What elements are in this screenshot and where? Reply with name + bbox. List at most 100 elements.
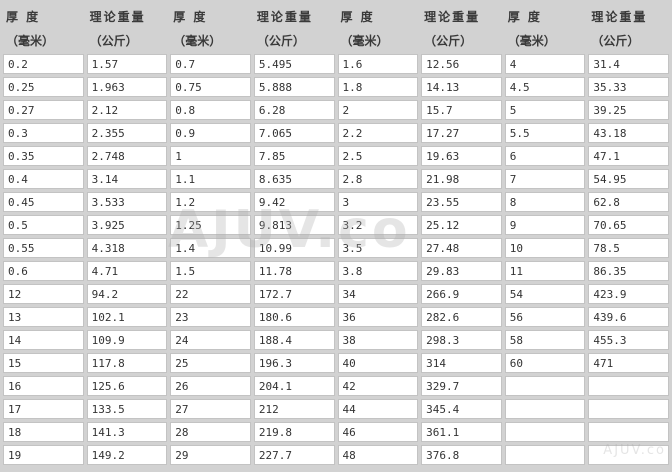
thickness-cell: 0.7 [170,54,251,74]
thickness-cell: 48 [337,445,419,465]
table-row: 0.6 4.71 1.5 11.78 3.8 29.83 11 86.35 [3,261,669,281]
column-header-thickness: 厚 度 （毫米） [338,3,419,51]
thickness-cell: 1.6 [337,54,419,74]
column-header-unit: （公斤） [89,34,138,48]
thickness-cell: 0.75 [170,77,251,97]
weight-cell: 43.18 [588,123,669,143]
thickness-cell: 0.27 [3,100,84,120]
thickness-cell: 3.8 [337,261,419,281]
thickness-cell: 0.55 [3,238,84,258]
weight-cell: 423.9 [588,284,669,304]
column-header-label: 厚 度 [340,10,375,24]
thickness-cell: 42 [337,376,419,396]
weight-cell: 227.7 [253,445,335,465]
table-row: 0.5 3.925 1.25 9.813 3.2 25.12 9 70.65 [3,215,669,235]
thickness-cell: 22 [170,284,251,304]
thickness-cell: 1.1 [170,169,251,189]
thickness-cell: 3.5 [337,238,419,258]
thickness-cell: 58 [504,330,586,350]
thickness-cell: 0.4 [3,169,84,189]
weight-cell: 19.63 [421,146,502,166]
column-header-label: 理论重量 [424,10,481,24]
table-row: 0.3 2.355 0.9 7.065 2.2 17.27 5.5 43.18 [3,123,669,143]
thickness-cell: 5 [504,100,586,120]
thickness-cell: 24 [170,330,251,350]
column-header-label: 理论重量 [89,10,146,24]
weight-cell: 3.14 [86,169,168,189]
weight-cell: 29.83 [421,261,502,281]
weight-cell: 102.1 [86,307,168,327]
thickness-cell: 11 [504,261,586,281]
column-header-unit: （公斤） [256,34,305,48]
thickness-cell: 44 [337,399,419,419]
thickness-cell: 4 [504,54,586,74]
table-row: 18 141.3 28 219.8 46 361.1 [3,422,669,442]
weight-cell: 298.3 [421,330,502,350]
weight-cell: 1.57 [86,54,168,74]
thickness-cell: 56 [504,307,586,327]
thickness-cell: 40 [337,353,419,373]
weight-cell: 5.888 [253,77,335,97]
thickness-cell: 1.2 [170,192,251,212]
weight-cell: 94.2 [86,284,168,304]
thickness-cell: 0.9 [170,123,251,143]
thickness-cell: 2 [337,100,419,120]
table-row: 15 117.8 25 196.3 40 314 60 471 [3,353,669,373]
weight-cell [588,445,669,465]
weight-cell: 345.4 [421,399,502,419]
weight-cell: 2.355 [86,123,168,143]
weight-cell: 78.5 [588,238,669,258]
weight-cell: 31.4 [588,54,669,74]
thickness-cell: 7 [504,169,586,189]
weight-cell: 27.48 [421,238,502,258]
table-row: 13 102.1 23 180.6 36 282.6 56 439.6 [3,307,669,327]
thickness-cell [504,445,586,465]
weight-cell: 282.6 [421,307,502,327]
column-header-thickness: 厚 度 （毫米） [505,3,586,51]
weight-cell: 141.3 [86,422,168,442]
column-header-label: 厚 度 [6,10,41,24]
weight-cell: 2.12 [86,100,168,120]
weight-cell: 219.8 [253,422,335,442]
thickness-cell: 15 [3,353,84,373]
table-row: 19 149.2 29 227.7 48 376.8 [3,445,669,465]
weight-cell: 54.95 [588,169,669,189]
table-row: 14 109.9 24 188.4 38 298.3 58 455.3 [3,330,669,350]
table-header: 厚 度 （毫米） 理论重量 （公斤） 厚 度 （毫米） 理论重量 （公斤） 厚 度 （毫米） 理论重… [3,3,669,51]
column-header-weight: 理论重量 （公斤） [588,3,669,51]
weight-cell: 39.25 [588,100,669,120]
weight-cell: 4.71 [86,261,168,281]
thickness-cell: 9 [504,215,586,235]
weight-cell: 3.925 [86,215,168,235]
table-row: 0.4 3.14 1.1 8.635 2.8 21.98 7 54.95 [3,169,669,189]
thickness-cell: 18 [3,422,84,442]
thickness-cell: 0.2 [3,54,84,74]
weight-cell [588,376,669,396]
weight-cell [588,399,669,419]
weight-cell: 1.963 [86,77,168,97]
weight-cell [588,422,669,442]
weight-cell: 172.7 [253,284,335,304]
thickness-cell: 2.5 [337,146,419,166]
weight-cell: 15.7 [421,100,502,120]
table-row: 12 94.2 22 172.7 34 266.9 54 423.9 [3,284,669,304]
weight-cell: 6.28 [253,100,335,120]
weight-cell: 86.35 [588,261,669,281]
thickness-cell: 38 [337,330,419,350]
weight-cell: 180.6 [253,307,335,327]
column-header-weight: 理论重量 （公斤） [87,3,168,51]
thickness-cell: 3 [337,192,419,212]
weight-cell: 25.12 [421,215,502,235]
thickness-cell: 0.45 [3,192,84,212]
weight-cell: 196.3 [253,353,335,373]
weight-cell: 266.9 [421,284,502,304]
thickness-cell: 25 [170,353,251,373]
thickness-cell: 1.8 [337,77,419,97]
column-header-label: 理论重量 [591,10,648,24]
weight-cell: 471 [588,353,669,373]
weight-cell: 8.635 [253,169,335,189]
weight-cell: 70.65 [588,215,669,235]
weight-cell: 35.33 [588,77,669,97]
weight-cell: 117.8 [86,353,168,373]
table-row: 0.27 2.12 0.8 6.28 2 15.7 5 39.25 [3,100,669,120]
